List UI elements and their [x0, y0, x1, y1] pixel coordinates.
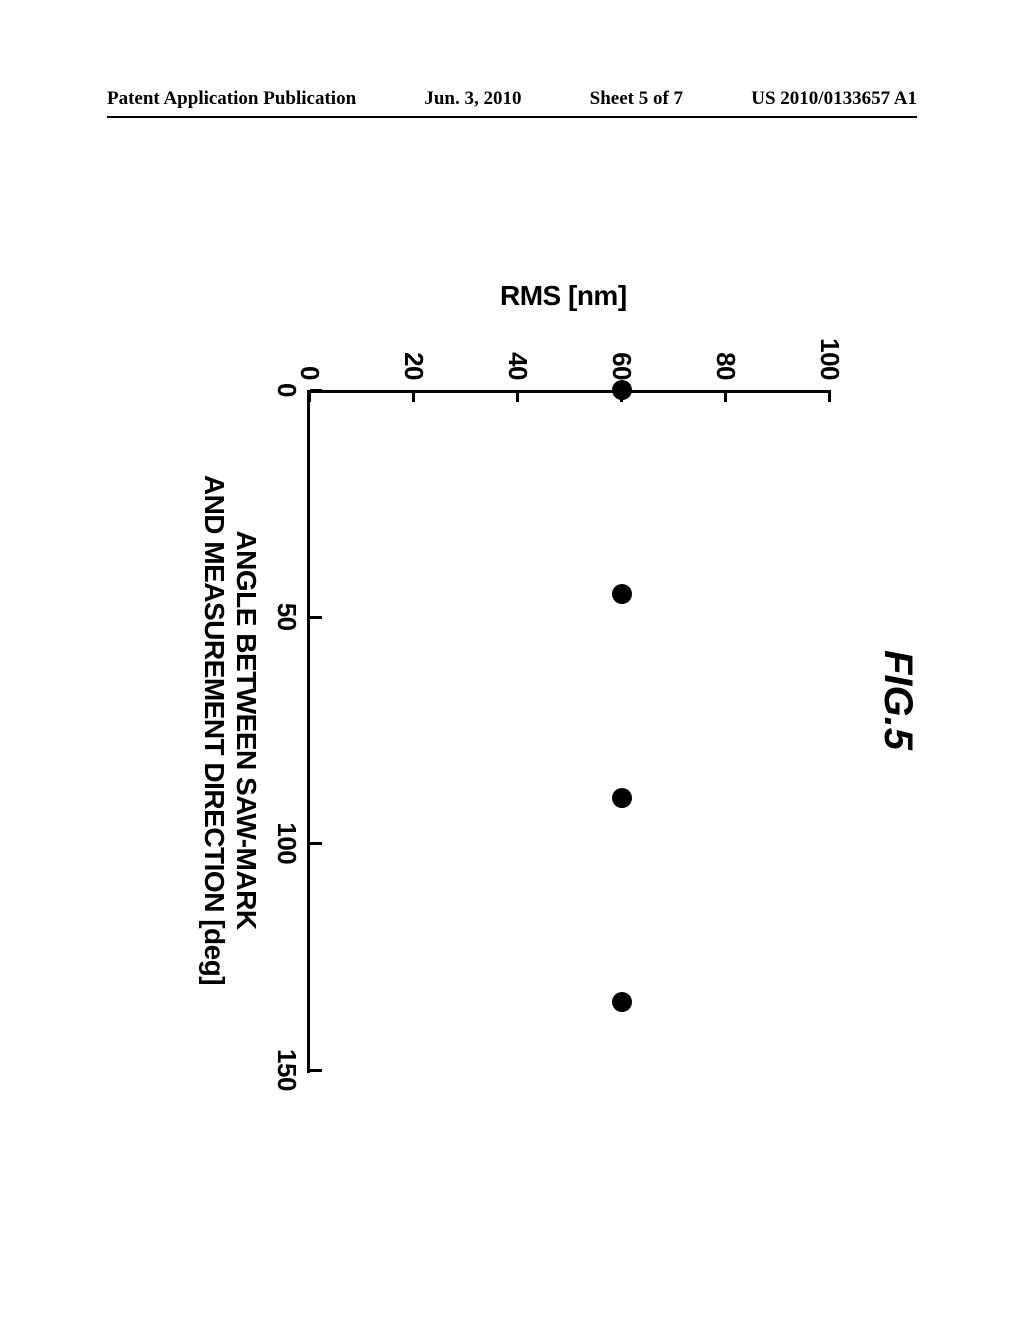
xtick-mark: [310, 616, 322, 619]
xaxis-label-line2: AND MEASUREMENT DIRECTION [deg]: [198, 420, 230, 1040]
xtick-label: 0: [271, 360, 302, 420]
ytick-mark: [828, 390, 831, 402]
figure-title: FIG.5: [875, 650, 920, 750]
ytick-mark: [516, 390, 519, 402]
ytick-mark: [724, 390, 727, 402]
rotated-figure: FIG.5020406080100050100150RMS [nm]ANGLE …: [60, 160, 960, 1240]
page: Patent Application Publication Jun. 3, 2…: [0, 0, 1024, 1320]
data-point: [612, 380, 632, 400]
xtick-mark: [310, 1069, 322, 1072]
xaxis-label: ANGLE BETWEEN SAW-MARKAND MEASUREMENT DI…: [198, 420, 262, 1040]
header-row: Patent Application Publication Jun. 3, 2…: [107, 88, 917, 110]
data-point: [612, 788, 632, 808]
publication-number: US 2010/0133657 A1: [751, 88, 917, 110]
header-rule: [107, 116, 917, 118]
ytick-label: 60: [606, 352, 637, 380]
publication-date: Jun. 3, 2010: [424, 88, 521, 110]
ytick-label: 80: [710, 352, 741, 380]
data-point: [612, 584, 632, 604]
ytick-mark: [412, 390, 415, 402]
xaxis-label-line1: ANGLE BETWEEN SAW-MARK: [230, 420, 262, 1040]
content-area: FIG.5020406080100050100150RMS [nm]ANGLE …: [60, 160, 960, 1240]
ytick-label: 100: [814, 338, 845, 380]
publication-label: Patent Application Publication: [107, 88, 356, 110]
data-point: [612, 992, 632, 1012]
xtick-label: 100: [271, 813, 302, 873]
plot-frame: [307, 390, 830, 1073]
ytick-label: 20: [398, 352, 429, 380]
xtick-label: 150: [271, 1040, 302, 1100]
yaxis-label: RMS [nm]: [500, 280, 627, 312]
ytick-label: 40: [502, 352, 533, 380]
xtick-label: 50: [271, 587, 302, 647]
header: Patent Application Publication Jun. 3, 2…: [0, 82, 1024, 112]
xtick-mark: [310, 842, 322, 845]
xtick-mark: [310, 389, 322, 392]
sheet-number: Sheet 5 of 7: [590, 88, 683, 110]
